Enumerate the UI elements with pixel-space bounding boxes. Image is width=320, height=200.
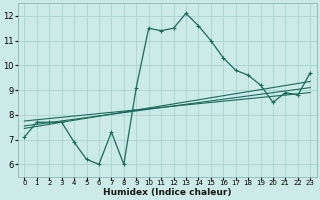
X-axis label: Humidex (Indice chaleur): Humidex (Indice chaleur) [103,188,232,197]
